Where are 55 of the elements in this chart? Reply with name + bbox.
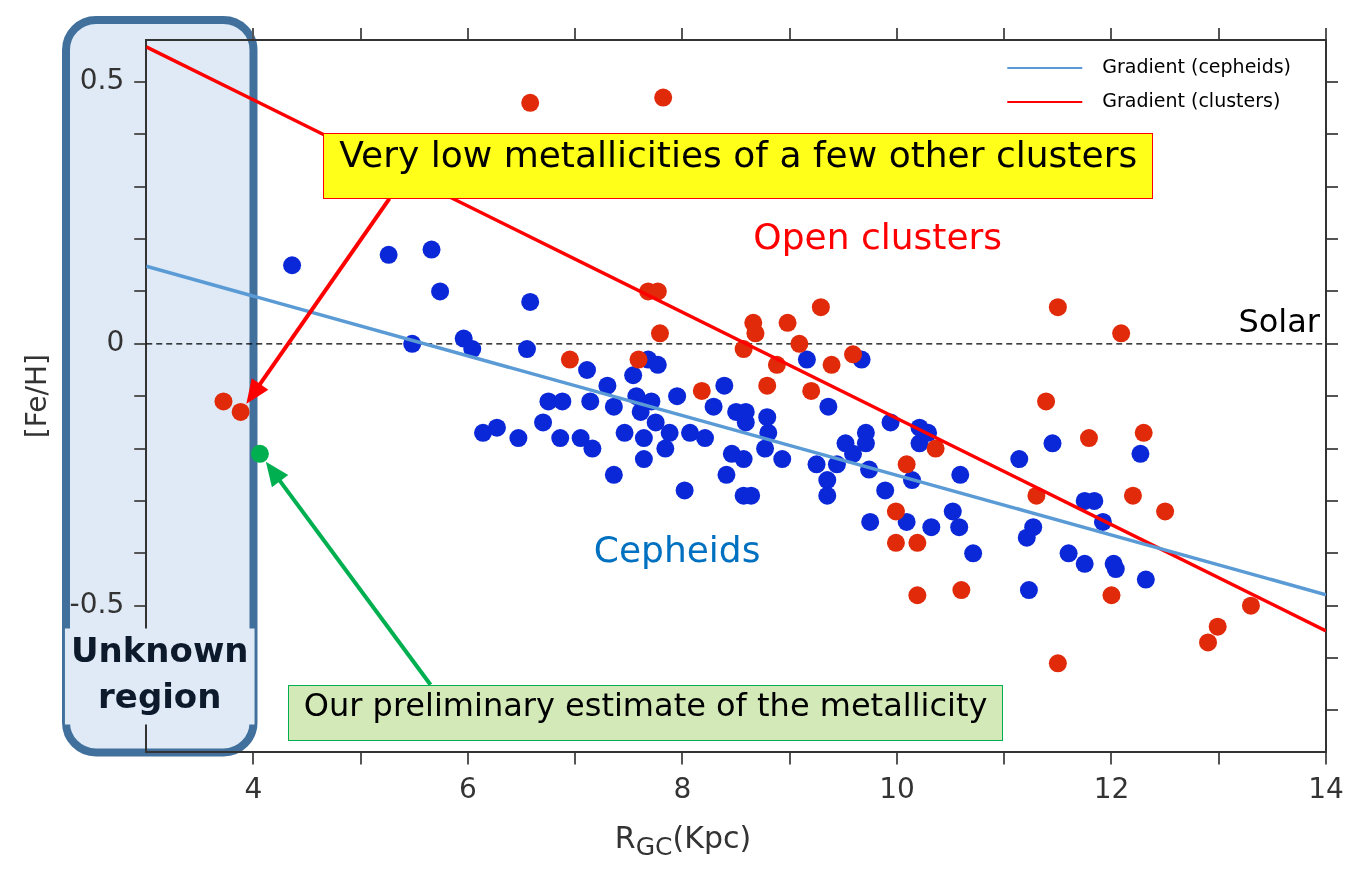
point <box>952 581 971 600</box>
point <box>778 313 797 332</box>
point <box>1048 298 1067 317</box>
point <box>926 439 945 458</box>
point <box>560 350 579 369</box>
point <box>802 381 821 400</box>
x-tick-label: 6 <box>459 772 477 806</box>
point <box>650 324 669 343</box>
band-label: Unknown region <box>70 630 249 717</box>
point <box>629 350 648 369</box>
annotation: Our preliminary estimate of the metallicity <box>287 684 1004 741</box>
ref-line-label: Solar <box>1238 302 1321 341</box>
point <box>790 334 809 353</box>
x-tick-label: 14 <box>1308 772 1344 806</box>
point <box>844 345 863 364</box>
x-tick-label: 4 <box>244 772 263 806</box>
point <box>654 88 673 107</box>
point <box>1241 596 1260 615</box>
x-tick-label: 8 <box>673 772 692 806</box>
y-tick-label: 0.5 <box>79 63 125 97</box>
annotation: Very low metallicities of a few other clusters <box>323 132 1154 199</box>
y-tick-label: -0.5 <box>69 587 125 621</box>
point <box>886 533 905 552</box>
point <box>231 402 250 421</box>
point <box>1112 324 1131 343</box>
point <box>250 444 269 463</box>
point <box>908 533 927 552</box>
point <box>908 586 927 605</box>
point <box>886 502 905 521</box>
point <box>1037 392 1056 411</box>
legend-label: Gradient (clusters) <box>1102 88 1281 111</box>
point <box>822 355 841 374</box>
point <box>1102 586 1121 605</box>
point <box>897 455 916 474</box>
point <box>1156 502 1175 521</box>
point <box>1134 423 1153 442</box>
point <box>1199 633 1218 652</box>
point <box>1123 486 1142 505</box>
y-tick-label: 0 <box>106 325 125 359</box>
point <box>1079 429 1098 448</box>
series-label: Cepheids <box>593 529 761 571</box>
x-tick-label: 10 <box>879 772 915 806</box>
y-axis-title: [Fe/H] <box>20 354 54 439</box>
legend-label: Gradient (cepheids) <box>1102 54 1292 77</box>
x-tick-label: 12 <box>1093 772 1130 806</box>
point <box>811 298 830 317</box>
point <box>746 324 765 343</box>
point <box>521 93 540 112</box>
point <box>1208 617 1227 636</box>
series-label: Open clusters <box>753 215 1003 257</box>
point <box>214 392 233 411</box>
point <box>758 376 777 395</box>
point <box>1048 654 1067 673</box>
x-axis-title: R$_{GC}$(Kpc) <box>613 820 753 861</box>
point <box>692 381 711 400</box>
